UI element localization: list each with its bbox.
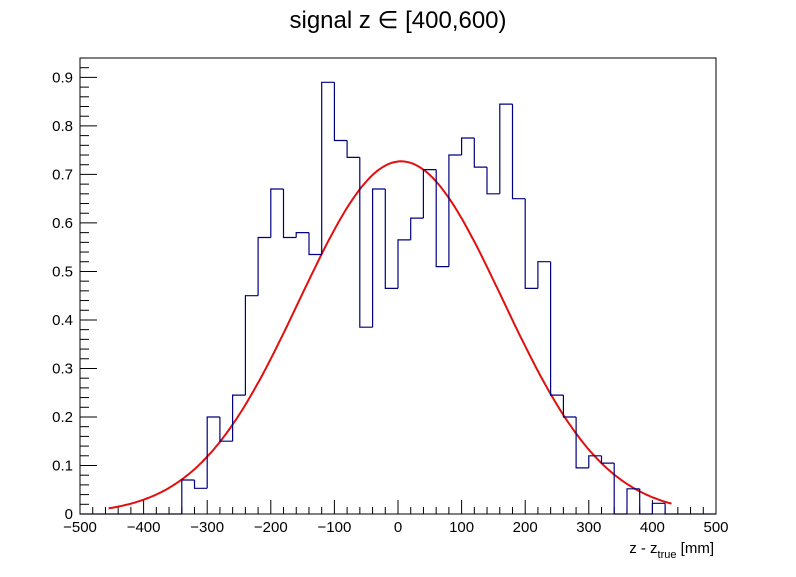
histogram-bin <box>206 416 220 489</box>
histogram-bin <box>219 417 233 442</box>
y-tick-label: 0.5 <box>52 263 73 280</box>
y-tick-label: 0.1 <box>52 457 73 474</box>
y-tick-label: 0.9 <box>52 69 73 86</box>
histogram-bin <box>486 167 500 195</box>
histogram-bin <box>499 103 513 194</box>
histogram-bin <box>308 232 322 256</box>
histogram-bin <box>562 395 577 418</box>
histogram-bin <box>193 480 208 489</box>
x-tick-label: 400 <box>640 519 665 536</box>
x-tick-label: 300 <box>576 519 601 536</box>
y-tick-label: 0.2 <box>52 409 73 426</box>
x-tick-label: −400 <box>127 519 161 536</box>
x-tick-label: 100 <box>449 519 474 536</box>
histogram-bin <box>384 189 398 289</box>
histogram-bin <box>524 198 538 289</box>
histogram-bin <box>537 261 551 289</box>
y-tick-label: 0.3 <box>52 360 73 377</box>
y-tick-label: 0.6 <box>52 215 73 232</box>
histogram-bin <box>626 488 640 514</box>
x-tick-label: −500 <box>63 519 97 536</box>
histogram-bin <box>422 169 437 219</box>
histogram-bin <box>232 394 246 442</box>
histogram-bin <box>321 81 335 255</box>
histogram-bin <box>181 479 195 514</box>
histogram-bin <box>473 138 487 168</box>
chart-title: signal z ∈ [400,600) <box>289 7 506 34</box>
x-tick-label: 500 <box>703 519 728 536</box>
x-axis-label-main: z - z <box>629 540 657 557</box>
x-axis-label-subscript: true <box>658 549 677 561</box>
x-tick-label: −300 <box>190 519 224 536</box>
y-tick-label: 0.4 <box>52 312 73 329</box>
x-axis-label-unit: [mm] <box>677 540 715 557</box>
histogram-bin <box>461 137 475 155</box>
x-axis-label: z - ztrue [mm] <box>629 540 714 561</box>
x-tick-label: −200 <box>254 519 288 536</box>
x-axis-ticks: −500 −400 −300 −200 −100 0 100 200 300 400 500 <box>63 500 729 536</box>
histogram-bin <box>346 140 360 158</box>
histogram-bin <box>372 188 386 328</box>
histogram-bin <box>600 455 615 464</box>
histogram-bin <box>359 157 373 328</box>
x-tick-label: 200 <box>513 519 538 536</box>
y-tick-label: 0.8 <box>52 118 73 135</box>
histogram-bin <box>575 417 589 469</box>
histogram-bin <box>651 502 666 514</box>
fit-layer <box>108 160 672 510</box>
histogram-bin <box>410 217 424 240</box>
histogram-bin <box>397 239 411 289</box>
y-tick-label: 0.7 <box>52 166 73 183</box>
histogram-bin <box>244 295 259 396</box>
histogram-bin <box>282 189 297 239</box>
y-axis-ticks: 0 0.1 0.2 0.3 0.4 0.5 0.6 0.7 0.8 0.9 <box>52 67 97 523</box>
y-tick-label: 0 <box>65 506 73 523</box>
x-tick-label: 0 <box>394 519 402 536</box>
histogram-bin <box>257 236 271 296</box>
histogram-bin <box>295 232 309 238</box>
histogram-bin <box>435 169 449 268</box>
histogram-bin <box>448 154 462 267</box>
histogram-bin <box>588 455 602 468</box>
x-tick-label: −100 <box>318 519 352 536</box>
gaussian-fit-curve <box>108 160 672 510</box>
histogram-bin <box>333 82 348 142</box>
histogram-bin <box>511 104 526 200</box>
plot-frame <box>79 57 717 515</box>
histogram-bin <box>550 261 564 396</box>
histogram-bin <box>270 188 284 238</box>
